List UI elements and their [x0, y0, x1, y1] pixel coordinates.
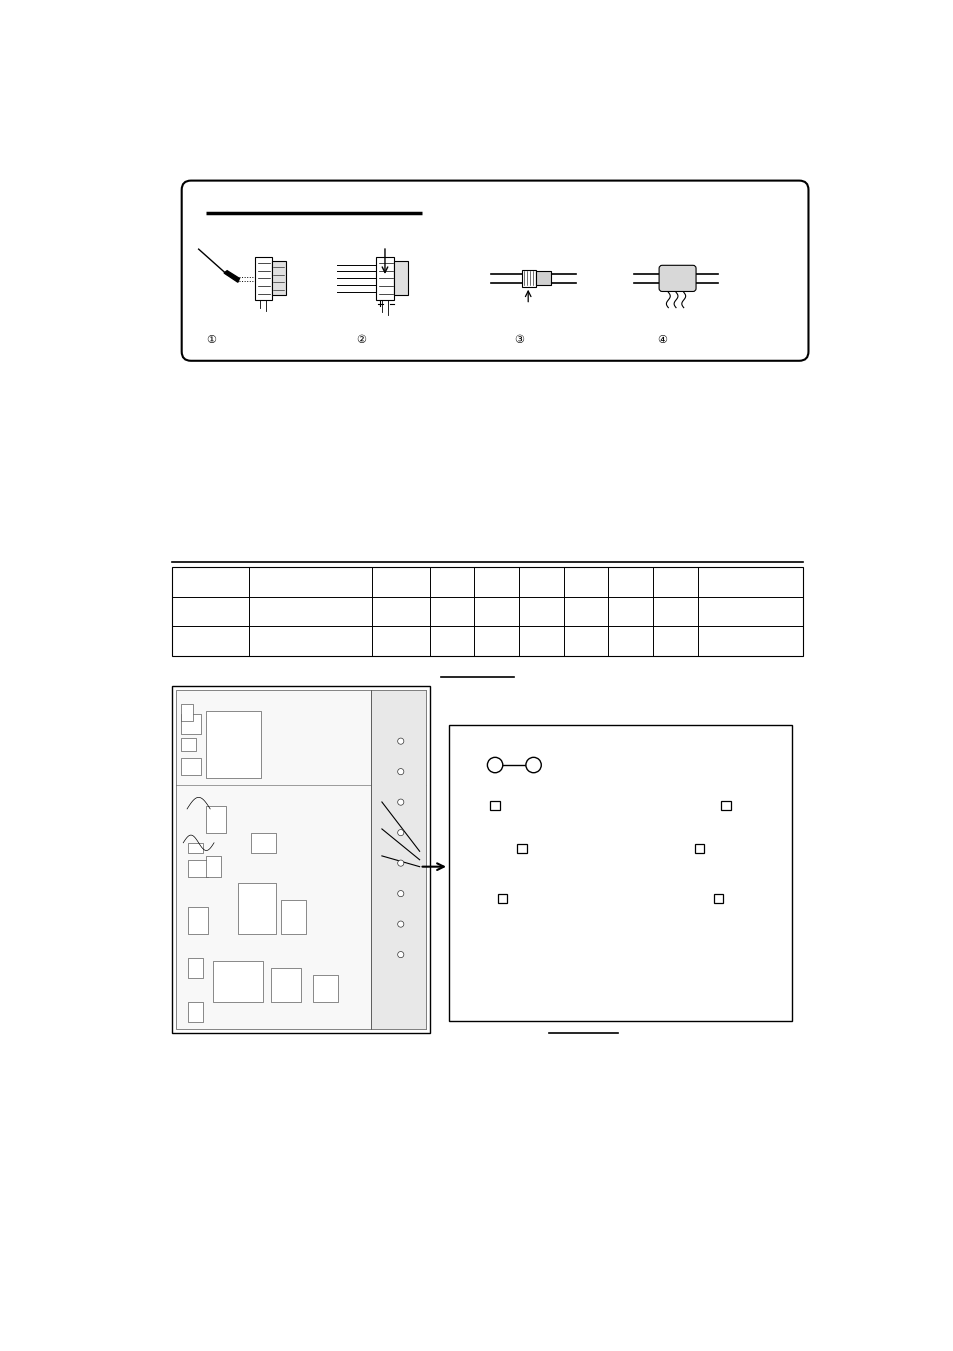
Text: ③: ③ [514, 335, 524, 345]
Polygon shape [224, 270, 239, 282]
Bar [205, 857, 220, 877]
Bar [172, 686, 429, 1034]
Circle shape [397, 830, 403, 836]
Bar [188, 907, 208, 935]
Bar [188, 958, 203, 978]
Circle shape [397, 861, 403, 866]
FancyBboxPatch shape [659, 265, 696, 292]
Bar [180, 758, 200, 775]
Circle shape [397, 798, 403, 805]
Bar [272, 262, 285, 296]
Text: ②: ② [356, 335, 366, 345]
Circle shape [397, 738, 403, 744]
Circle shape [397, 921, 403, 927]
Bar [188, 843, 203, 852]
Bar [490, 801, 499, 811]
Bar [254, 257, 272, 300]
Bar [536, 272, 551, 285]
Bar [172, 567, 802, 655]
Bar [720, 801, 730, 811]
Bar [180, 704, 193, 721]
Bar [375, 257, 394, 300]
Text: ①: ① [206, 335, 216, 345]
Circle shape [397, 951, 403, 958]
Bar [694, 843, 703, 852]
Bar [713, 893, 722, 902]
Bar [313, 975, 338, 1002]
Circle shape [525, 758, 540, 773]
Circle shape [487, 758, 502, 773]
Bar [497, 893, 507, 902]
Bar [371, 690, 425, 1029]
Text: ④: ④ [656, 335, 666, 345]
Bar [175, 690, 425, 1029]
Bar [180, 738, 195, 751]
Bar [188, 859, 208, 877]
Bar [238, 884, 275, 935]
Bar [271, 969, 300, 1002]
Bar [251, 832, 275, 852]
Bar [205, 805, 225, 832]
Bar [517, 843, 526, 852]
FancyBboxPatch shape [181, 181, 807, 361]
Circle shape [397, 890, 403, 897]
Bar [180, 715, 200, 735]
Bar [213, 962, 263, 1002]
Bar [188, 1002, 203, 1023]
Bar [521, 270, 536, 286]
Circle shape [397, 769, 403, 774]
Bar [449, 725, 791, 1021]
Bar [280, 900, 305, 935]
Bar [394, 262, 408, 296]
Bar [205, 711, 260, 778]
